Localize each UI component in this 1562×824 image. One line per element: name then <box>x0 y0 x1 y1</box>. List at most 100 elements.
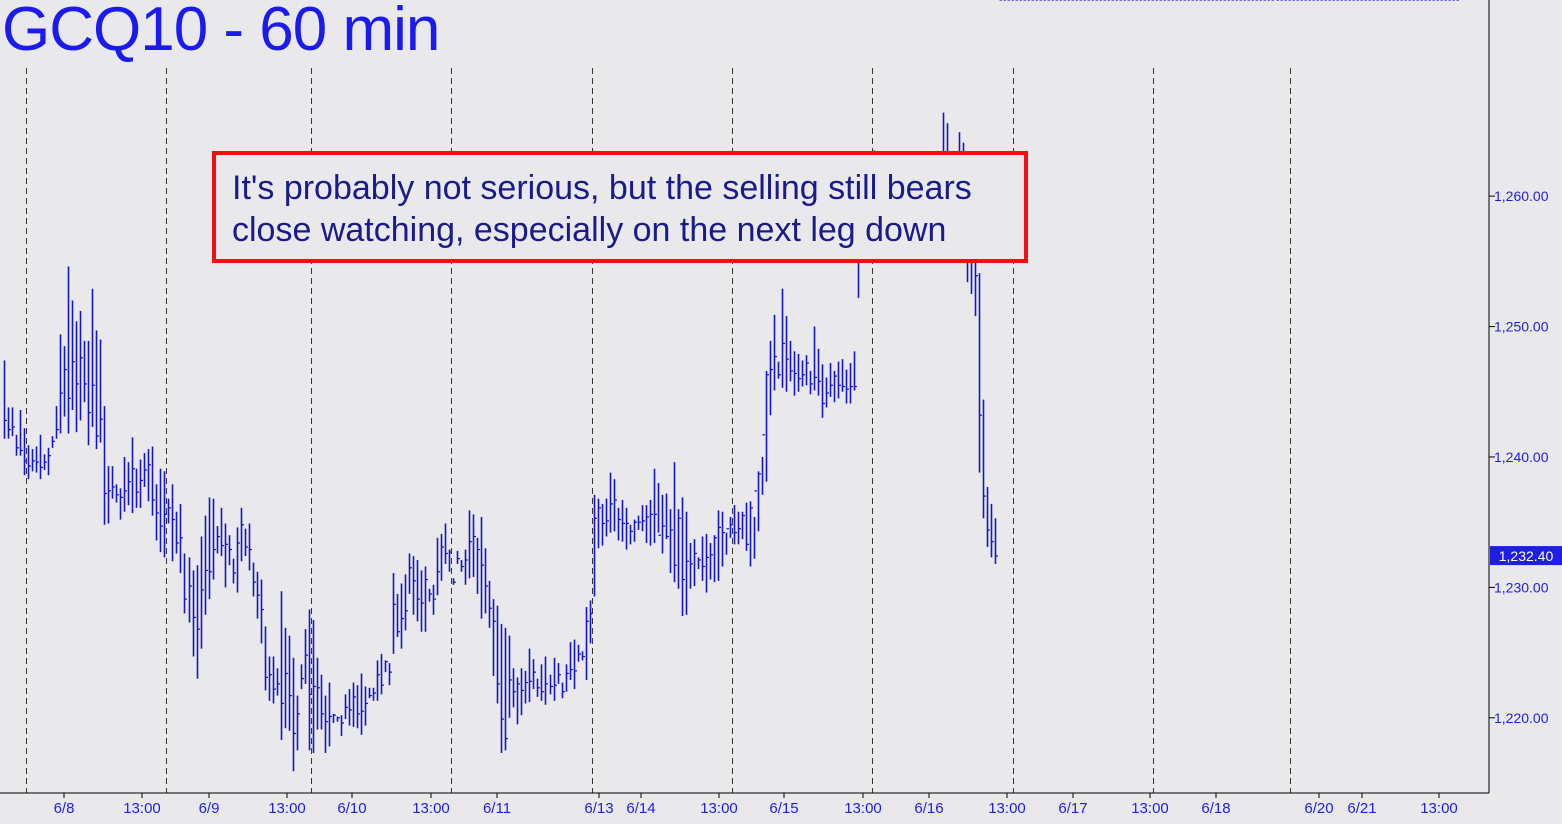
ohlc-bar <box>653 468 657 544</box>
ohlc-bar <box>19 410 23 456</box>
ohlc-bar <box>697 557 701 570</box>
ohlc-bar <box>224 523 228 588</box>
ohlc-bar <box>376 660 380 701</box>
ohlc-bar <box>43 454 47 471</box>
ohlc-bar <box>244 528 248 557</box>
ohlc-bar <box>75 321 79 433</box>
ohlc-bar <box>528 648 532 703</box>
last-price-marker: 1,232.40 <box>1490 546 1562 566</box>
ohlc-bar <box>119 488 123 520</box>
ohlc-bar <box>464 549 468 585</box>
ohlc-bar <box>561 682 565 699</box>
ohlc-bar <box>773 314 777 391</box>
ohlc-bar <box>300 664 304 690</box>
x-tick-label: 13:00 <box>700 800 738 817</box>
ohlc-bar <box>681 497 685 617</box>
ohlc-bar <box>264 626 268 691</box>
ohlc-bar <box>713 535 717 583</box>
ohlc-bar <box>308 609 312 751</box>
ohlc-bar <box>508 635 512 718</box>
ohlc-bar <box>424 566 428 632</box>
ohlc-bar <box>188 557 192 623</box>
ohlc-bar <box>272 656 276 704</box>
ohlc-bar <box>717 510 721 581</box>
ohlc-bar <box>585 606 589 680</box>
ohlc-bar <box>765 370 769 482</box>
x-tick-label: 6/15 <box>769 800 798 817</box>
ohlc-bar <box>7 407 11 439</box>
ohlc-bar <box>693 539 697 587</box>
ohlc-bar <box>472 514 476 577</box>
ohlc-bar <box>288 635 292 731</box>
ohlc-bar <box>745 502 749 551</box>
x-tick-label: 6/10 <box>337 800 366 817</box>
ohlc-bar <box>55 406 59 439</box>
ohlc-bar <box>63 346 67 417</box>
ohlc-bar <box>986 486 990 547</box>
ohlc-bar <box>324 695 328 754</box>
x-tick-label: 13:00 <box>844 800 882 817</box>
ohlc-bar <box>420 570 424 632</box>
ohlc-bar <box>597 498 601 549</box>
y-axis: 1,220.00 1,230.00 1,240.00 1,250.00 1,260.00 <box>1489 188 1549 726</box>
ohlc-bar <box>689 543 693 589</box>
ohlc-bar <box>617 507 621 541</box>
ohlc-bar <box>589 600 593 644</box>
ohlc-bar <box>777 361 781 379</box>
ohlc-bar <box>484 548 488 614</box>
ohlc-bar <box>47 447 51 476</box>
ohlc-bar <box>400 583 404 649</box>
ohlc-bar <box>677 509 681 589</box>
ohlc-bar <box>155 484 159 541</box>
ohlc-bar <box>147 449 151 502</box>
ohlc-bar <box>123 456 127 512</box>
ohlc-bar <box>179 503 183 574</box>
ohlc-bar <box>336 716 340 722</box>
ohlc-bar <box>35 446 39 473</box>
ohlc-bar <box>512 668 516 708</box>
ohlc-bar <box>380 653 384 695</box>
ohlc-bar <box>577 644 581 662</box>
ohlc-bar <box>167 498 171 524</box>
ohlc-bar <box>837 361 841 399</box>
ohlc-bar <box>625 507 629 550</box>
ohlc-bar <box>524 670 528 704</box>
ohlc-bar <box>436 537 440 596</box>
ohlc-bar <box>115 484 119 503</box>
ohlc-bar <box>705 533 709 593</box>
ohlc-bar <box>316 657 320 730</box>
ohlc-bar <box>452 578 456 585</box>
ohlc-bar <box>3 360 7 439</box>
last-price-box <box>1490 546 1562 566</box>
ohlc-bar <box>276 668 280 696</box>
y-tick-label: 1,260.00 <box>1494 188 1549 204</box>
ohlc-bar <box>196 565 200 679</box>
ohlc-bar <box>143 453 147 487</box>
ohlc-bar <box>793 351 797 396</box>
x-tick-label: 6/16 <box>914 800 943 817</box>
ohlc-bar <box>348 689 352 726</box>
ohlc-bar <box>212 498 216 580</box>
ohlc-bar <box>709 543 713 580</box>
y-tick-label: 1,250.00 <box>1494 319 1549 335</box>
ohlc-bar <box>107 466 111 524</box>
ohlc-bar <box>236 527 240 593</box>
ohlc-bar <box>416 559 420 622</box>
x-tick-label: 6/14 <box>626 800 655 817</box>
ohlc-bar <box>492 599 496 677</box>
annotation-box: It's probably not serious, but the selli… <box>212 151 1028 263</box>
ohlc-bar <box>183 553 187 614</box>
ohlc-bar <box>809 370 813 395</box>
ohlc-bar <box>805 355 809 386</box>
ohlc-bar <box>532 659 536 690</box>
ohlc-bar <box>749 501 753 567</box>
x-tick-label: 13:00 <box>1420 800 1458 817</box>
ohlc-bar <box>111 466 115 499</box>
ohlc-bar <box>171 484 175 562</box>
ohlc-bar <box>192 570 196 657</box>
ohlc-bar <box>292 657 296 772</box>
ohlc-bar <box>200 536 204 649</box>
ohlc-bar <box>204 515 208 615</box>
ohlc-bar <box>721 511 725 567</box>
